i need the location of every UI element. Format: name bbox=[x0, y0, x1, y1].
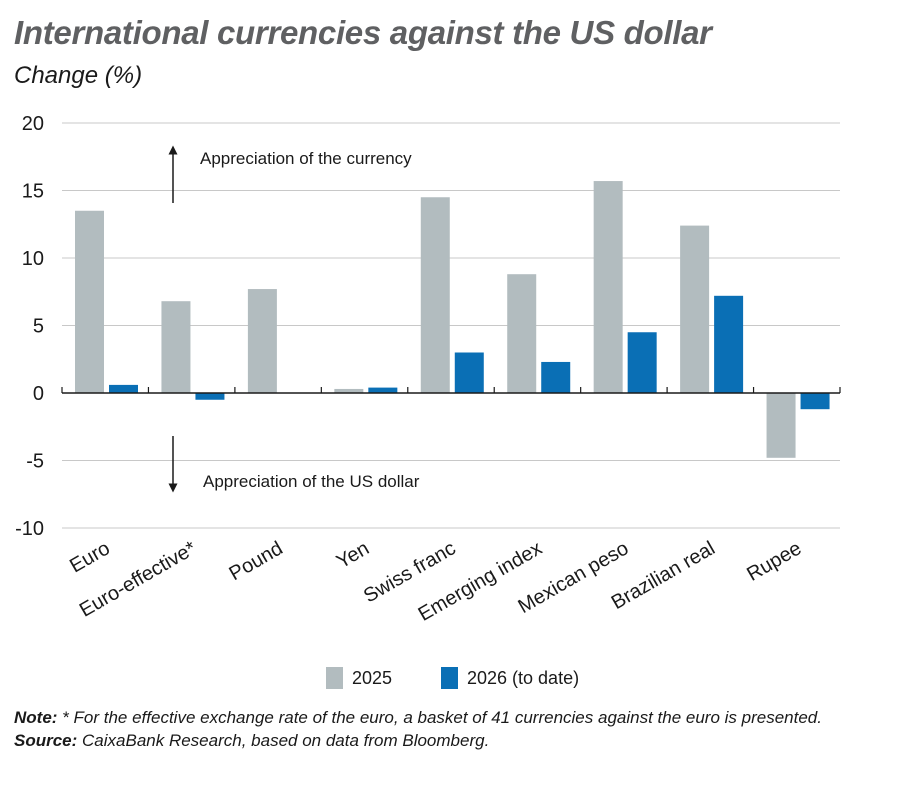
annotations: Appreciation of the currency Appreciation… bbox=[168, 145, 420, 493]
bar-series1 bbox=[593, 181, 623, 393]
y-tick-label: -10 bbox=[15, 518, 44, 540]
legend-label: 2026 (to date) bbox=[467, 668, 579, 688]
bar-series1 bbox=[334, 388, 364, 393]
zero-axis bbox=[61, 387, 841, 394]
y-tick-label: -5 bbox=[26, 451, 44, 473]
note-label: Note: bbox=[14, 708, 58, 727]
bar-series2 bbox=[109, 384, 138, 393]
bar-series2 bbox=[714, 295, 744, 393]
y-tick-label: 0 bbox=[33, 383, 44, 405]
bar-series2 bbox=[541, 361, 571, 393]
x-tick-label: Rupee bbox=[743, 537, 805, 586]
chart-notes: Note: * For the effective exchange rate … bbox=[14, 706, 886, 752]
note-line: Note: * For the effective exchange rate … bbox=[14, 706, 886, 729]
y-axis-tick-labels: -10 -5 0 5 10 15 20 bbox=[15, 113, 44, 540]
bar-series2 bbox=[454, 352, 484, 393]
annotation-up: Appreciation of the currency bbox=[200, 149, 412, 168]
y-tick-label: 10 bbox=[22, 248, 44, 270]
grid-lines bbox=[62, 122, 840, 529]
source-label: Source: bbox=[14, 731, 78, 750]
bar-series1 bbox=[420, 197, 450, 393]
bar-series2 bbox=[800, 393, 830, 410]
legend: 2025 2026 (to date) bbox=[326, 667, 579, 689]
annotation-down: Appreciation of the US dollar bbox=[203, 472, 420, 491]
source-text: CaixaBank Research, based on data from B… bbox=[77, 731, 490, 750]
bar-series1 bbox=[75, 210, 104, 393]
bar-series1 bbox=[247, 289, 277, 393]
y-tick-label: 15 bbox=[22, 181, 44, 203]
chart-subtitle: Change (%) bbox=[14, 62, 143, 89]
note-text: * For the effective exchange rate of the… bbox=[57, 708, 822, 727]
source-line: Source: CaixaBank Research, based on dat… bbox=[14, 729, 886, 752]
bar-series2 bbox=[627, 332, 657, 393]
y-tick-label: 5 bbox=[33, 316, 44, 338]
chart-title: International currencies against the US … bbox=[14, 14, 712, 51]
x-tick-label: Pound bbox=[226, 537, 287, 585]
bar-series2 bbox=[195, 393, 225, 400]
bar-series1 bbox=[766, 393, 796, 458]
bar-series1 bbox=[161, 301, 191, 393]
x-tick-label: Yen bbox=[333, 537, 373, 573]
y-tick-label: 20 bbox=[22, 113, 44, 135]
bar-series1 bbox=[507, 274, 537, 393]
x-tick-label: Euro bbox=[66, 537, 114, 577]
bar-series2 bbox=[368, 387, 398, 393]
legend-label: 2025 bbox=[352, 668, 392, 688]
legend-swatch bbox=[441, 667, 458, 689]
bar-series1 bbox=[680, 225, 710, 393]
legend-swatch bbox=[326, 667, 343, 689]
bars bbox=[75, 181, 830, 458]
